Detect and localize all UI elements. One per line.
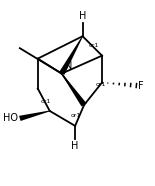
Text: or1: or1 xyxy=(89,43,99,48)
Text: or1: or1 xyxy=(96,81,106,86)
Text: H: H xyxy=(79,11,86,21)
Text: or1: or1 xyxy=(71,113,81,118)
Polygon shape xyxy=(59,36,83,75)
Polygon shape xyxy=(61,73,87,106)
Text: N: N xyxy=(65,61,72,70)
Text: or1: or1 xyxy=(41,100,51,105)
Text: F: F xyxy=(138,81,144,91)
Polygon shape xyxy=(19,110,50,121)
Text: HO: HO xyxy=(3,113,18,123)
Text: H: H xyxy=(71,141,79,151)
